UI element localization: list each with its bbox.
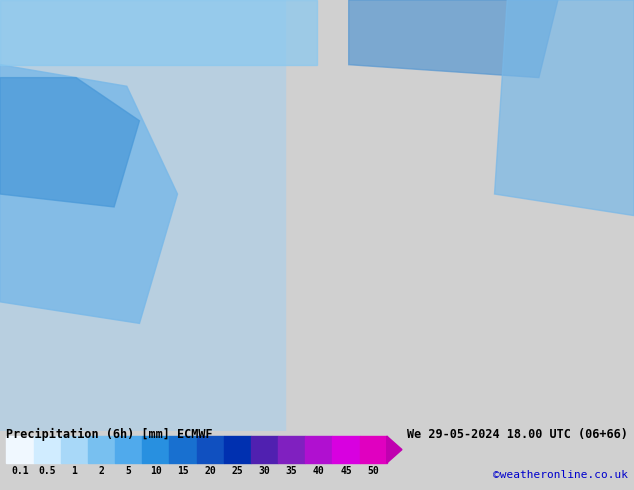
Bar — [61, 436, 88, 463]
Text: Precipitation (6h) [mm] ECMWF: Precipitation (6h) [mm] ECMWF — [6, 428, 213, 441]
Bar — [224, 436, 251, 463]
Polygon shape — [0, 0, 285, 431]
Polygon shape — [495, 0, 634, 216]
Text: 1: 1 — [72, 466, 77, 475]
Polygon shape — [0, 65, 178, 323]
Bar — [332, 436, 359, 463]
Text: 25: 25 — [231, 466, 243, 475]
Text: 0.5: 0.5 — [38, 466, 56, 475]
Bar — [142, 436, 169, 463]
Bar — [278, 436, 305, 463]
Bar — [197, 436, 224, 463]
Bar — [88, 436, 115, 463]
Polygon shape — [0, 0, 317, 65]
Bar — [6, 436, 34, 463]
Bar — [115, 436, 142, 463]
Bar — [305, 436, 332, 463]
Text: 20: 20 — [204, 466, 216, 475]
Bar — [34, 436, 61, 463]
Text: 15: 15 — [177, 466, 189, 475]
Text: 45: 45 — [340, 466, 352, 475]
Text: 0.1: 0.1 — [11, 466, 29, 475]
Text: 2: 2 — [98, 466, 105, 475]
Text: 50: 50 — [367, 466, 379, 475]
Text: ©weatheronline.co.uk: ©weatheronline.co.uk — [493, 470, 628, 480]
Polygon shape — [387, 436, 402, 463]
Text: 40: 40 — [313, 466, 325, 475]
Polygon shape — [0, 77, 139, 207]
Bar — [169, 436, 197, 463]
Bar — [251, 436, 278, 463]
Text: We 29-05-2024 18.00 UTC (06+66): We 29-05-2024 18.00 UTC (06+66) — [407, 428, 628, 441]
Text: 30: 30 — [259, 466, 270, 475]
Text: 5: 5 — [126, 466, 131, 475]
Bar — [359, 436, 387, 463]
Text: 35: 35 — [286, 466, 297, 475]
Polygon shape — [349, 0, 558, 77]
Text: 10: 10 — [150, 466, 162, 475]
